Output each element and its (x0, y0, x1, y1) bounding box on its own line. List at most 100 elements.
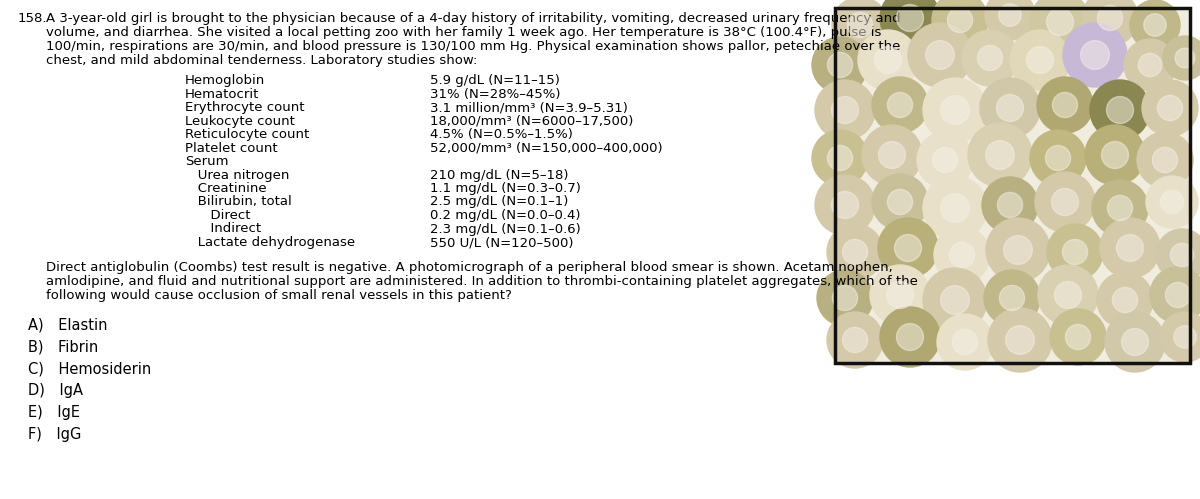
Circle shape (962, 30, 1018, 86)
Circle shape (815, 175, 875, 235)
Text: C) Hemosiderin: C) Hemosiderin (28, 361, 151, 377)
Circle shape (880, 307, 940, 367)
Text: Direct antiglobulin (Coombs) test result is negative. A photomicrograph of a per: Direct antiglobulin (Coombs) test result… (46, 261, 893, 274)
Circle shape (1152, 147, 1177, 173)
Circle shape (872, 77, 928, 133)
Circle shape (923, 78, 986, 142)
Circle shape (1142, 80, 1198, 136)
Text: 158.: 158. (18, 12, 48, 25)
Circle shape (998, 4, 1021, 26)
Circle shape (888, 190, 913, 215)
Circle shape (832, 0, 888, 53)
Text: A) Elastin: A) Elastin (28, 317, 108, 332)
Circle shape (1124, 39, 1176, 91)
Text: 3.1 million/mm³ (N=3.9–5.31): 3.1 million/mm³ (N=3.9–5.31) (430, 101, 628, 114)
Circle shape (1144, 14, 1166, 36)
Circle shape (908, 23, 972, 87)
Circle shape (937, 314, 994, 370)
Circle shape (1010, 30, 1070, 90)
Circle shape (932, 0, 988, 48)
Circle shape (888, 92, 913, 118)
Text: Urea nitrogen: Urea nitrogen (185, 169, 289, 182)
Text: A 3-year-old girl is brought to the physician because of a 4-day history of irri: A 3-year-old girl is brought to the phys… (46, 12, 901, 25)
Circle shape (1122, 328, 1148, 355)
Text: Leukocyte count: Leukocyte count (185, 114, 295, 128)
Circle shape (1050, 309, 1106, 365)
Text: Hemoglobin: Hemoglobin (185, 74, 265, 87)
Text: Platelet count: Platelet count (185, 142, 277, 155)
Bar (838, 10, 1188, 361)
Circle shape (988, 308, 1052, 372)
Bar (835, 8, 1190, 363)
Circle shape (894, 235, 922, 261)
Circle shape (968, 123, 1032, 187)
Circle shape (875, 46, 901, 73)
Circle shape (896, 323, 924, 350)
Circle shape (827, 312, 883, 368)
Circle shape (1046, 8, 1074, 35)
Text: Hematocrit: Hematocrit (185, 87, 259, 100)
Circle shape (1150, 267, 1200, 323)
Circle shape (1037, 77, 1093, 133)
Circle shape (1158, 95, 1183, 121)
Text: amlodipine, and fluid and nutritional support are administered. In addition to t: amlodipine, and fluid and nutritional su… (46, 275, 918, 288)
Circle shape (949, 243, 974, 267)
Circle shape (828, 145, 852, 171)
Circle shape (1175, 48, 1195, 68)
Text: F) IgG: F) IgG (28, 428, 82, 443)
Circle shape (1106, 96, 1134, 123)
Circle shape (1139, 53, 1162, 77)
Circle shape (896, 4, 924, 31)
Circle shape (1045, 145, 1070, 171)
Circle shape (842, 240, 868, 264)
Text: Indirect: Indirect (185, 223, 262, 236)
Text: 31% (N=28%–45%): 31% (N=28%–45%) (430, 87, 560, 100)
Circle shape (1156, 229, 1200, 281)
Circle shape (1098, 5, 1123, 30)
Circle shape (917, 132, 973, 188)
Circle shape (1112, 287, 1138, 312)
Text: 0.2 mg/dL (N=0.0–0.4): 0.2 mg/dL (N=0.0–0.4) (430, 209, 581, 222)
Circle shape (1082, 0, 1138, 46)
Circle shape (872, 174, 928, 230)
Text: D) IgA: D) IgA (28, 384, 83, 399)
Circle shape (880, 0, 940, 48)
Text: chest, and mild abdominal tenderness. Laboratory studies show:: chest, and mild abdominal tenderness. La… (46, 54, 478, 67)
Text: Creatinine: Creatinine (185, 182, 266, 195)
Circle shape (1085, 125, 1145, 185)
Circle shape (832, 96, 858, 123)
Text: 1.1 mg/dL (N=0.3–0.7): 1.1 mg/dL (N=0.3–0.7) (430, 182, 581, 195)
Circle shape (985, 0, 1034, 40)
Circle shape (812, 130, 868, 186)
Circle shape (815, 80, 875, 140)
Circle shape (1034, 172, 1096, 232)
Text: Reticulocyte count: Reticulocyte count (185, 128, 310, 141)
Bar (835, 8, 1190, 363)
Circle shape (1000, 285, 1025, 310)
Text: Erythrocyte count: Erythrocyte count (185, 101, 305, 114)
Text: 18,000/mm³ (N=6000–17,500): 18,000/mm³ (N=6000–17,500) (430, 114, 634, 128)
Circle shape (1146, 176, 1198, 228)
Circle shape (1046, 224, 1103, 280)
Circle shape (878, 142, 906, 169)
Text: B) Fibrin: B) Fibrin (28, 339, 98, 354)
Circle shape (986, 218, 1050, 282)
Circle shape (887, 281, 913, 308)
Circle shape (1030, 0, 1090, 52)
Circle shape (1066, 324, 1091, 350)
Circle shape (1174, 326, 1196, 348)
Circle shape (1006, 326, 1034, 354)
Text: 210 mg/dL (N=5–18): 210 mg/dL (N=5–18) (430, 169, 569, 182)
Circle shape (1116, 235, 1144, 261)
Circle shape (982, 177, 1038, 233)
Circle shape (1052, 92, 1078, 118)
Circle shape (1160, 190, 1183, 214)
Circle shape (842, 327, 868, 353)
Circle shape (1080, 40, 1110, 69)
Circle shape (1026, 46, 1054, 73)
Text: 2.3 mg/dL (N=0.1–0.6): 2.3 mg/dL (N=0.1–0.6) (430, 223, 581, 236)
Circle shape (932, 147, 958, 173)
Text: 5.9 g/dL (N=11–15): 5.9 g/dL (N=11–15) (430, 74, 560, 87)
Circle shape (1163, 36, 1200, 80)
Text: Serum: Serum (185, 155, 228, 168)
